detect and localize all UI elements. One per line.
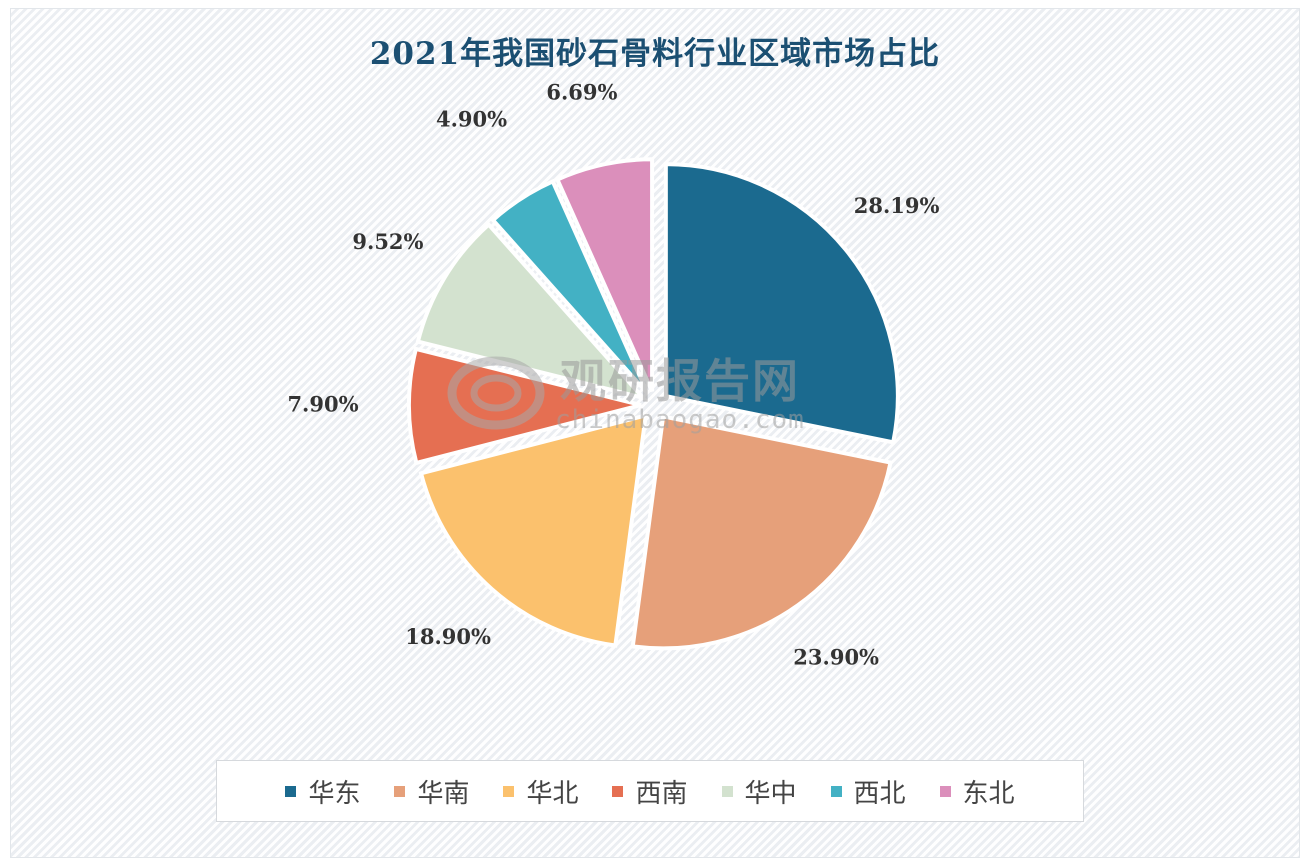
- pie-data-label-7: 6.69%: [546, 79, 617, 104]
- pie-slice-7: [554, 157, 655, 393]
- legend-label: 西南: [635, 778, 688, 809]
- legend-swatch: [285, 785, 297, 797]
- legend-swatch: [612, 785, 624, 797]
- chart-legend: 华东 华南 华北 西南 华中 西北 东北: [216, 760, 1084, 822]
- pie-data-label-5: 9.52%: [352, 229, 423, 254]
- legend-item-7: 东北: [939, 773, 1015, 810]
- pie-data-label-1: 28.19%: [854, 193, 940, 218]
- legend-item-1: 华东: [285, 773, 360, 810]
- legend-swatch: [721, 785, 733, 797]
- legend-label: 华北: [526, 778, 579, 809]
- legend-item-4: 西南: [612, 773, 688, 810]
- legend-label: 华南: [417, 778, 470, 809]
- pie-slice-2: [630, 414, 893, 651]
- pie-slice-5: [415, 221, 649, 402]
- chart-frame: [10, 8, 1300, 858]
- pie-data-label-4: 7.90%: [287, 392, 358, 417]
- legend-label: 东北: [962, 778, 1015, 809]
- legend-item-2: 华南: [394, 773, 469, 810]
- legend-item-5: 华中: [721, 773, 797, 810]
- pie-slice-6: [490, 178, 650, 395]
- legend-item-6: 西北: [830, 773, 906, 810]
- legend-swatch: [939, 785, 951, 797]
- legend-label: 华中: [744, 778, 797, 809]
- pie-slice-3: [418, 412, 649, 648]
- pie-slice-1: [663, 162, 900, 445]
- pie-data-label-6: 4.90%: [436, 107, 507, 132]
- legend-item-3: 华北: [503, 773, 578, 810]
- legend-label: 华东: [308, 778, 361, 809]
- legend-swatch: [830, 785, 842, 797]
- pie-data-label-3: 18.90%: [405, 624, 491, 649]
- legend-label: 西北: [853, 778, 906, 809]
- legend-swatch: [394, 785, 406, 797]
- pie-data-label-2: 23.90%: [793, 645, 879, 670]
- chart-title: 2021年我国砂石骨料行业区域市场占比: [369, 36, 941, 72]
- legend-swatch: [503, 785, 515, 797]
